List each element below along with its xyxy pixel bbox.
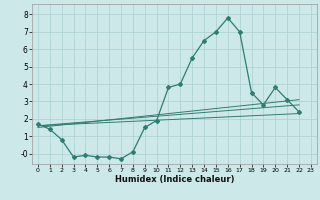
X-axis label: Humidex (Indice chaleur): Humidex (Indice chaleur) [115, 175, 234, 184]
